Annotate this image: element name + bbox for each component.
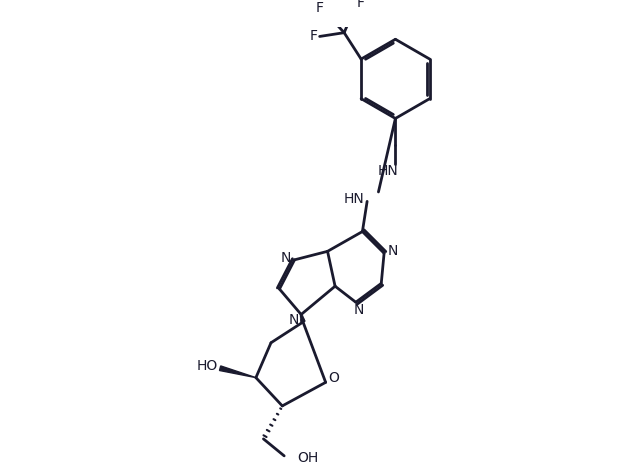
Text: F: F (316, 1, 324, 15)
Text: HN: HN (344, 192, 364, 205)
Text: N: N (387, 244, 398, 258)
Text: O: O (328, 371, 339, 384)
Text: N: N (281, 251, 291, 265)
Text: N: N (353, 303, 364, 317)
Text: F: F (357, 0, 365, 9)
Text: HN: HN (378, 164, 398, 178)
Text: OH: OH (298, 451, 319, 465)
Polygon shape (220, 366, 256, 377)
Text: N: N (289, 313, 299, 327)
Text: F: F (310, 30, 318, 43)
Text: HO: HO (196, 360, 218, 373)
